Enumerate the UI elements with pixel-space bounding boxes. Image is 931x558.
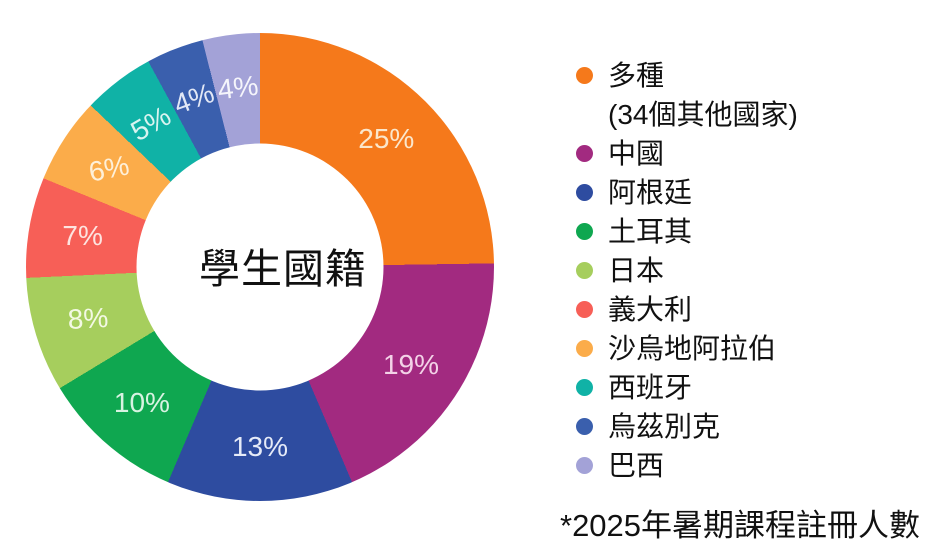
legend-label: 西班牙 (608, 372, 693, 403)
donut-chart: 25% 19% 13% 10% 8% 7% 6% 5% 4% 4% 學生國籍 (26, 33, 494, 501)
legend-swatch-icon (576, 301, 593, 318)
legend-swatch-icon (576, 418, 593, 435)
legend-item: 日本 (576, 251, 798, 290)
legend-swatch-icon (576, 145, 593, 162)
legend-label: 土耳其 (608, 216, 693, 247)
legend-item: 巴西 (576, 446, 798, 485)
legend-label: 烏茲別克 (608, 411, 721, 442)
legend-label: 沙烏地阿拉伯 (608, 333, 777, 364)
legend-label: 日本 (608, 255, 665, 286)
legend-label: 多種 (34個其他國家) (608, 60, 798, 130)
legend-item: 烏茲別克 (576, 407, 798, 446)
legend-label: 阿根廷 (608, 177, 693, 208)
legend-label: 巴西 (608, 450, 665, 481)
legend-item: 西班牙 (576, 368, 798, 407)
legend-item: 義大利 (576, 290, 798, 329)
donut-hole (136, 143, 384, 391)
legend-item: 沙烏地阿拉伯 (576, 329, 798, 368)
legend-swatch-icon (576, 457, 593, 474)
legend-item: 多種 (34個其他國家) (576, 56, 798, 134)
legend-swatch-icon (576, 340, 593, 357)
legend-swatch-icon (576, 379, 593, 396)
slice-percentage-label: 13% (231, 431, 289, 462)
legend-swatch-icon (576, 223, 593, 240)
legend-item: 阿根廷 (576, 173, 798, 212)
slice-percentage-label: 7% (62, 220, 103, 252)
slice-percentage-label: 8% (66, 302, 109, 336)
slice-percentage-label: 25% (358, 122, 415, 154)
legend-item: 土耳其 (576, 212, 798, 251)
legend-label: 義大利 (608, 294, 693, 325)
legend-swatch-icon (576, 184, 593, 201)
slice-percentage-label: 10% (113, 386, 170, 418)
legend-item: 中國 (576, 134, 798, 173)
legend-swatch-icon (576, 67, 593, 84)
footnote: *2025年暑期課程註冊人數 (560, 508, 921, 543)
chart-center-title: 學生國籍 (199, 246, 367, 292)
legend-label: 中國 (608, 138, 665, 169)
slice-percentage-label: 4% (215, 70, 260, 106)
slice-percentage-label: 19% (382, 348, 440, 380)
legend: 多種 (34個其他國家) 中國阿根廷土耳其日本義大利沙烏地阿拉伯 西班牙烏茲別克巴西 (576, 56, 798, 485)
legend-swatch-icon (576, 262, 593, 279)
